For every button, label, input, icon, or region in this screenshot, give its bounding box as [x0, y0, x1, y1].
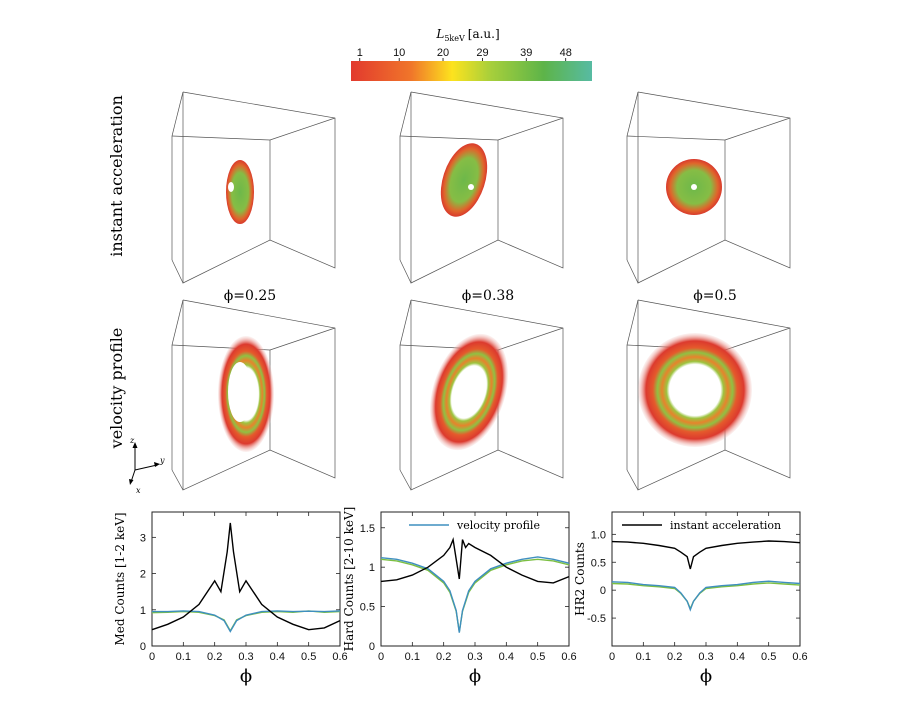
- colorbar-title: L5keV [a.u.]: [435, 27, 499, 43]
- axis-triad: z y x: [129, 436, 165, 495]
- colorbar: L5keV [a.u.] 1 10 20 29 39 48: [351, 27, 592, 81]
- x-tick-label: 0.3: [467, 651, 482, 663]
- y-axis-label: Med Counts [1-2 keV]: [113, 512, 127, 645]
- y-tick-label: 1.0: [591, 529, 606, 541]
- row-label-instant-acceleration: instant acceleration: [107, 95, 126, 257]
- x-tick-label: 0.4: [730, 651, 745, 663]
- colorbar-tick-label: 29: [476, 47, 488, 59]
- x-tick-label: 0.1: [636, 651, 651, 663]
- panel-mid-2: [399, 299, 564, 491]
- x-tick-label: 0.5: [530, 651, 545, 663]
- y-tick-label: 0: [600, 585, 606, 597]
- legend-label: instant acceleration: [670, 519, 781, 532]
- x-axis-label: ϕ: [700, 666, 712, 687]
- series-line-velocity-profile: [152, 610, 341, 633]
- plot-frame: [151, 511, 341, 647]
- y-tick-label: 1: [369, 562, 375, 574]
- y-tick-label: 0.5: [360, 602, 375, 614]
- source-disk: [440, 143, 488, 217]
- colorbar-tick-label: 1: [357, 47, 363, 59]
- legend-label: velocity profile: [456, 519, 540, 532]
- x-tick-label: 0.6: [792, 651, 807, 663]
- x-tick-label: 0.6: [332, 651, 347, 663]
- series-line-green: [151, 610, 341, 633]
- source-disk: [226, 160, 254, 224]
- colorbar-tick-label: 20: [437, 47, 449, 59]
- series-line-velocity-profile: [611, 580, 801, 612]
- y-tick-label: 3: [140, 532, 146, 544]
- x-tick-label: 0.2: [436, 651, 451, 663]
- colorbar-tick-label: 48: [560, 47, 572, 59]
- chart-hr2-counts: 0 0.1 0.2 0.3 0.4 0.5 0.6 -0.5 0 0.5 1.0 ϕ HR2 Count…: [573, 511, 808, 687]
- series-line-instant-acceleration: [151, 522, 341, 631]
- colorbar-tick-label: 10: [393, 47, 405, 59]
- phase-label-1: ϕ=0.25: [224, 288, 276, 304]
- x-tick-label: 0.1: [176, 651, 191, 663]
- x-tick-label: 0.2: [207, 651, 222, 663]
- x-tick-label: 0.3: [698, 651, 713, 663]
- x-tick-label: 0: [378, 651, 384, 663]
- panel-mid-1: [171, 299, 336, 491]
- y-tick-label: 1: [140, 605, 146, 617]
- x-axis-label: ϕ: [240, 666, 252, 687]
- y-tick-label: -0.5: [587, 613, 606, 625]
- series-line-velocity-profile: [380, 556, 570, 633]
- triad-z-label: z: [129, 436, 135, 445]
- phase-label-2: ϕ=0.38: [462, 288, 514, 304]
- y-tick-label: 0: [140, 641, 146, 653]
- x-tick-label: 0.5: [301, 651, 316, 663]
- colorbar-gradient: [351, 61, 592, 81]
- x-tick-label: 0.5: [761, 651, 776, 663]
- x-tick-label: 0: [609, 651, 615, 663]
- y-axis-label: HR2 Counts: [573, 542, 587, 616]
- colorbar-ticks: 1 10 20 29 39 48: [357, 47, 572, 61]
- panel-top-2: [399, 91, 564, 284]
- phase-label-3: ϕ=0.5: [693, 288, 737, 304]
- x-tick-label: 0.3: [238, 651, 253, 663]
- row-label-velocity-profile: velocity profile: [107, 328, 126, 450]
- panel-top-3: [626, 91, 791, 284]
- panel-top-1: [171, 91, 336, 284]
- x-tick-label: 0.4: [499, 651, 514, 663]
- x-tick-label: 0.1: [405, 651, 420, 663]
- series-line-green: [380, 558, 570, 632]
- x-tick-label: 0: [149, 651, 155, 663]
- velocity-ring: [430, 333, 508, 451]
- x-tick-label: 0.2: [667, 651, 682, 663]
- x-tick-label: 0.6: [561, 651, 576, 663]
- velocity-ring: [638, 333, 752, 447]
- y-tick-label: 1.5: [360, 523, 375, 535]
- y-tick-label: 0.5: [591, 557, 606, 569]
- plot-frame: [611, 511, 801, 647]
- panel-mid-3: [626, 299, 791, 491]
- colorbar-tick-label: 39: [520, 47, 532, 59]
- series-line-instant-acceleration: [611, 540, 801, 570]
- y-tick-label: 0: [369, 641, 375, 653]
- series-line-instant-acceleration: [380, 536, 570, 584]
- x-axis-label: ϕ: [469, 666, 481, 687]
- triad-x-label: x: [136, 486, 141, 495]
- chart-med-counts: 0 0.1 0.2 0.3 0.4 0.5 0.6 0 1 2 3 ϕ Med Counts [1-2 …: [113, 511, 348, 687]
- y-tick-label: 2: [140, 569, 146, 581]
- y-axis-label: Hard Counts [2-10 keV]: [342, 507, 356, 652]
- triad-y-label: y: [159, 456, 165, 465]
- plot-frame: [380, 511, 570, 647]
- chart-hard-counts: 0 0.1 0.2 0.3 0.4 0.5 0.6 0 0.5 1 1.5 ϕ Hard Counts …: [342, 507, 577, 687]
- x-tick-label: 0.4: [270, 651, 285, 663]
